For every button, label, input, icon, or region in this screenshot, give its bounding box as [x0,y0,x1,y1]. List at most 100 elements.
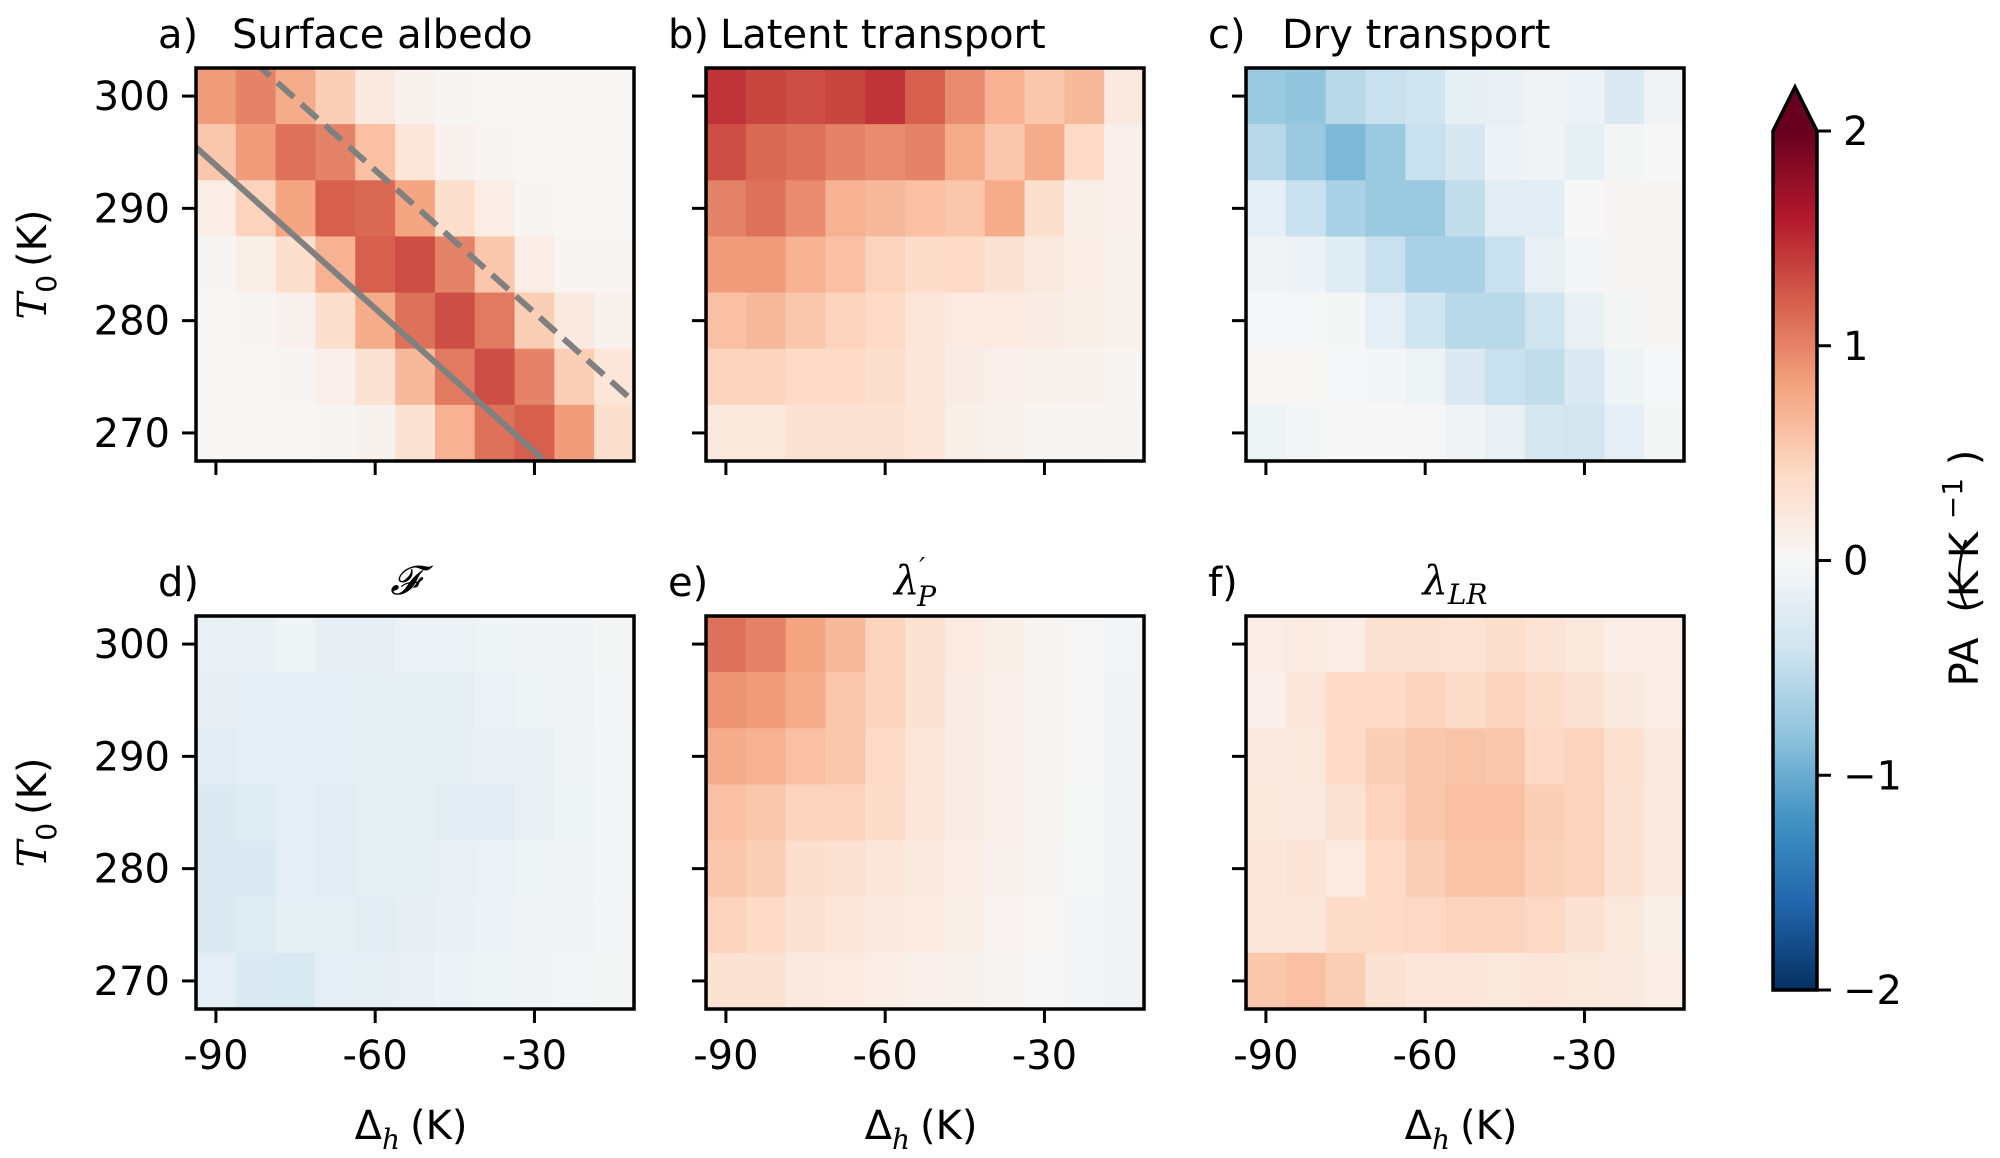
heatmap-cell [474,68,516,125]
heatmap-cell [1246,404,1287,462]
heatmap-cell [1285,672,1327,729]
y-tick-label: 280 [94,299,170,345]
heatmap-cell [1104,404,1145,462]
panel-letter: c) [1208,12,1246,58]
heatmap-cell [865,180,906,238]
heatmap-cell [1246,784,1287,842]
heatmap-cell [1024,404,1065,462]
heatmap-cell [1524,236,1566,294]
heatmap-cell [1024,728,1065,786]
heatmap-cell [355,68,396,125]
heatmap-cell [1104,292,1145,350]
heatmap-cell [1604,124,1645,181]
heatmap-cell [1484,404,1526,462]
heatmap-cell [785,292,827,350]
heatmap-cell [865,840,906,898]
heatmap-cell [235,292,277,350]
heatmap-cell [1325,404,1367,462]
heatmap-cell [785,672,827,729]
heatmap-cell [1405,292,1446,350]
y-tick-label: 270 [94,411,170,457]
heatmap-cell [1325,348,1367,406]
heatmap-cell [745,404,787,462]
heatmap-cell [1246,292,1287,350]
heatmap-cell [745,180,787,238]
heatmap-cell [554,68,595,125]
heatmap-cell [235,784,277,842]
heatmap-cell [706,236,747,294]
heatmap-cell [905,348,946,406]
heatmap-cell [1104,236,1145,294]
heatmap-cell [355,840,396,898]
heatmap-cell [275,124,317,181]
heatmap-cell [1325,896,1367,954]
heatmap-cell [745,348,787,406]
heatmap-cell [514,728,555,786]
colorbar-label-main: PA [1942,637,1988,687]
heatmap-cell [1445,236,1486,294]
heatmap-cell [554,348,595,406]
heatmap-cell [1064,672,1105,729]
heatmap-cell [1564,784,1605,842]
heatmap-cell [1484,180,1526,238]
heatmap-cell [745,616,787,673]
heatmap-cell [1325,236,1367,294]
panel-e: -90 -60 -30 e) λ′ P Δh (K) [668,553,1146,1156]
heatmap-cell [315,952,356,1010]
heatmap-cell [905,728,946,786]
heatmap-cell [594,672,635,729]
heatmap-cell [1365,236,1406,294]
heatmap-cell [235,348,277,406]
heatmap-cell [474,180,516,238]
heatmap-cell [706,404,747,462]
heatmap-cell [1024,124,1065,181]
heatmap-cell [395,68,436,125]
y-tick-label: 280 [94,847,170,893]
heatmap-cell [434,952,476,1010]
heatmap-cell [865,784,906,842]
heatmap-cell [395,728,436,786]
heatmap-cell [1524,784,1566,842]
heatmap-cell [1484,896,1526,954]
heatmap-cells [1246,68,1685,462]
heatmap-cell [1365,180,1406,238]
heatmap-cell [554,728,595,786]
heatmap-cell [865,236,906,294]
heatmap-cell [554,616,595,673]
heatmap-cell [865,292,906,350]
heatmap-cell [745,292,787,350]
y-axis-label-symbol: T [10,289,56,319]
heatmap-cell [1405,236,1446,294]
heatmap-cell [1644,672,1685,729]
heatmap-cell [905,68,946,125]
heatmap-cell [1325,952,1367,1010]
heatmap-cell [1564,348,1605,406]
heatmap-cell [434,68,476,125]
panel-frame [1244,614,1686,1011]
heatmap-cell [315,728,356,786]
heatmap-cell [554,952,595,1010]
heatmap-cell [1484,348,1526,406]
heatmap-cell [275,952,317,1010]
heatmap-cell [196,68,237,125]
heatmap-cell [1445,616,1486,673]
heatmap-cell [1064,348,1105,406]
heatmap-cell [1604,68,1645,125]
heatmap-cell [1524,672,1566,729]
heatmap-cell [275,616,317,673]
heatmap-cell [514,616,555,673]
x-axis-label-unit: (K) [1460,1103,1517,1149]
heatmap-cell [1325,728,1367,786]
heatmap-cell [984,236,1026,294]
heatmap-cell [235,952,277,1010]
heatmap-cell [355,784,396,842]
y-tick-label: 300 [94,622,170,668]
heatmap-cell [745,784,787,842]
heatmap-cell [1564,840,1605,898]
heatmap-cell [1246,896,1287,954]
panel-frame [194,614,636,1011]
heatmap-cell [355,236,396,294]
heatmap-cell [1484,728,1526,786]
heatmap-cell [905,840,946,898]
heatmap-cell [1405,728,1446,786]
